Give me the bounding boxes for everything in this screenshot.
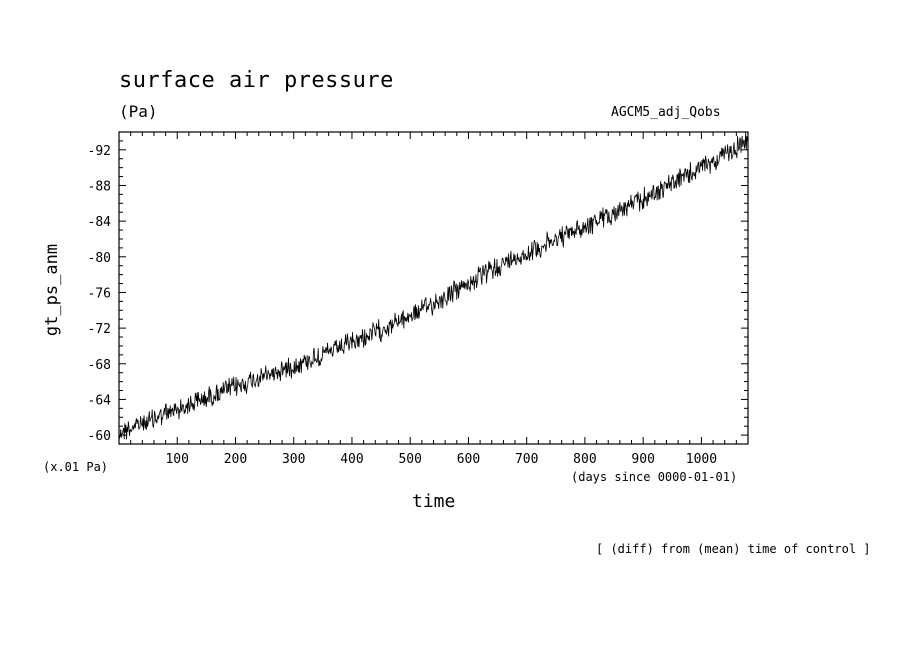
x-axis-label: time <box>412 491 456 512</box>
y-tick-label: -64 <box>88 393 112 408</box>
y-tick-label: -84 <box>88 215 112 230</box>
y-tick-label: -68 <box>88 358 111 373</box>
x-tick-label: 900 <box>631 452 654 467</box>
y-tick-label: -80 <box>88 251 111 266</box>
y-tick-label: -72 <box>88 322 111 337</box>
series-group <box>118 131 749 440</box>
x-tick-label: 400 <box>340 452 363 467</box>
axis-ticks <box>119 131 748 444</box>
y-tick-label: -76 <box>88 286 111 301</box>
run-name: AGCM5_adj_Qobs <box>611 105 721 120</box>
x-tick-label: 700 <box>515 452 538 467</box>
x-axis-units: (days since 0000-01-01) <box>571 470 738 484</box>
chart-units: (Pa) <box>119 102 158 121</box>
diff-note: [ (diff) from (mean) time of control ] <box>596 542 871 556</box>
x-tick-label: 200 <box>224 452 247 467</box>
series-line <box>118 131 749 440</box>
tick-labels: 100 200 300 400 500 600 700 800 900 1000 -60 -64 -68… <box>88 144 718 467</box>
x-tick-label: 1000 <box>686 452 717 467</box>
y-tick-label: -92 <box>88 144 111 159</box>
y-tick-label: -60 <box>88 429 111 444</box>
x-tick-label: 100 <box>165 452 188 467</box>
x-tick-label: 300 <box>282 452 305 467</box>
x-tick-label: 800 <box>573 452 596 467</box>
plot-frame <box>118 131 749 445</box>
y-scale-note: (x.01 Pa) <box>43 460 109 474</box>
chart-title: surface air pressure <box>119 68 394 93</box>
y-tick-label: -88 <box>88 179 111 194</box>
x-tick-label: 500 <box>398 452 421 467</box>
x-tick-label: 600 <box>457 452 480 467</box>
